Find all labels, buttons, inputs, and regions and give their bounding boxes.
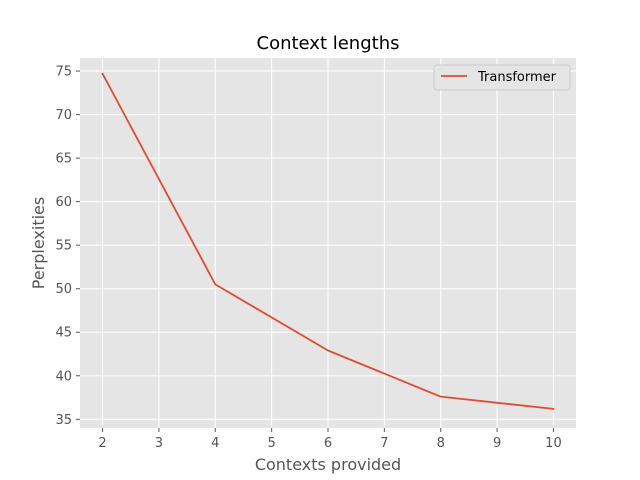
y-tick-label: 60 <box>55 195 72 210</box>
x-axis-ticks: 2 3 4 5 6 7 8 9 10 <box>98 428 562 451</box>
legend-label: Transformer <box>477 70 557 85</box>
x-tick-label: 2 <box>98 436 106 451</box>
y-tick-label: 70 <box>55 108 72 123</box>
y-tick-label: 40 <box>55 369 72 384</box>
x-axis-label: Contexts provided <box>255 455 401 474</box>
y-tick-label: 55 <box>55 239 72 254</box>
x-tick-label: 4 <box>211 436 219 451</box>
data-point <box>552 408 555 410</box>
series-layer <box>101 72 555 410</box>
data-point <box>327 349 329 352</box>
x-tick-label: 8 <box>437 436 445 451</box>
data-point <box>101 72 104 75</box>
legend-box <box>433 64 571 91</box>
y-tick-label: 50 <box>55 282 72 297</box>
data-point <box>439 395 442 398</box>
y-tick-label: 75 <box>55 65 72 80</box>
chart-title: Context lengths <box>257 33 400 54</box>
x-tick-label: 9 <box>493 436 501 451</box>
grid-lines <box>80 58 576 428</box>
x-tick-label: 5 <box>267 436 275 451</box>
data-point <box>214 283 217 286</box>
x-tick-label: 10 <box>545 436 562 451</box>
y-tick-label: 45 <box>55 326 72 341</box>
x-tick-label: 6 <box>324 436 332 451</box>
legend: Transformer <box>433 64 571 91</box>
y-axis-ticks: 35 40 45 50 55 60 65 70 75 <box>55 65 80 428</box>
x-tick-label: 7 <box>380 436 388 451</box>
y-tick-label: 65 <box>55 152 72 167</box>
x-tick-label: 3 <box>155 436 163 451</box>
y-tick-label: 35 <box>55 413 72 428</box>
y-axis-label: Perplexities <box>29 197 48 289</box>
